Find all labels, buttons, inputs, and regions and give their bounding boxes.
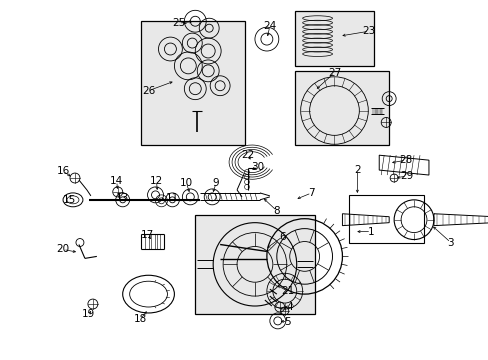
Text: 14: 14 (110, 176, 123, 186)
Bar (349, 195, 423, 243)
Text: 23: 23 (362, 26, 375, 36)
Bar (141, 21, 244, 145)
Text: 8: 8 (273, 206, 280, 216)
Bar (156, 234, 160, 249)
Text: 1: 1 (367, 226, 374, 237)
Text: 27: 27 (327, 68, 341, 78)
Text: 19: 19 (82, 309, 95, 319)
Text: 20: 20 (56, 244, 69, 255)
Text: 6: 6 (279, 231, 285, 242)
Text: 5: 5 (284, 317, 290, 327)
Bar (294, 71, 388, 145)
Text: 7: 7 (307, 188, 314, 198)
Text: 17: 17 (141, 230, 154, 239)
Text: 22: 22 (241, 150, 254, 160)
Text: 30: 30 (251, 162, 264, 172)
Text: 25: 25 (171, 18, 184, 28)
Text: 18: 18 (134, 314, 147, 324)
Text: 26: 26 (142, 86, 155, 96)
Text: 2: 2 (353, 165, 360, 175)
Text: 24: 24 (263, 21, 276, 31)
Text: 21: 21 (281, 286, 294, 296)
Text: 29: 29 (400, 171, 413, 181)
Text: 28: 28 (399, 155, 412, 165)
Text: 12: 12 (149, 176, 163, 186)
Text: 15: 15 (62, 195, 76, 205)
Text: 10: 10 (180, 178, 192, 188)
Text: 11: 11 (165, 193, 179, 203)
Bar (294, 11, 373, 66)
Bar (195, 215, 314, 314)
Text: 13: 13 (116, 193, 129, 203)
Text: 9: 9 (212, 178, 219, 188)
Text: 4: 4 (286, 302, 292, 312)
Text: 3: 3 (447, 238, 453, 248)
Bar (150, 234, 154, 249)
Text: 16: 16 (56, 166, 69, 176)
Bar (144, 234, 148, 249)
